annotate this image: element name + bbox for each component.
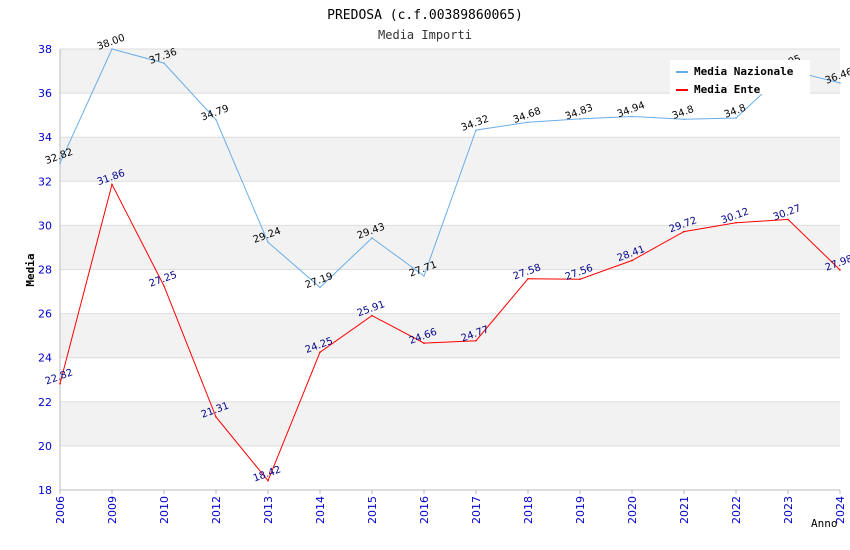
x-tick-label: 2010 — [158, 496, 171, 524]
data-point — [371, 237, 373, 239]
data-point — [111, 48, 113, 50]
x-tick-label: 2015 — [366, 496, 379, 524]
x-tick-label: 2020 — [626, 496, 639, 524]
data-point — [683, 230, 685, 233]
data-point — [787, 218, 789, 221]
y-tick-label: 34 — [38, 131, 52, 144]
x-tick-label: 2023 — [782, 496, 795, 524]
grid-lines — [59, 48, 840, 491]
data-point — [215, 416, 217, 418]
x-tick-label: 2024 — [834, 496, 847, 524]
grid-band — [60, 357, 840, 402]
grid-band — [60, 269, 840, 314]
x-tick-label: 2022 — [730, 496, 743, 524]
grid-band — [60, 225, 840, 270]
data-point — [839, 269, 841, 271]
data-point — [839, 82, 841, 84]
legend-box — [670, 60, 810, 94]
chart-legend: Media Nazionale Media Ente — [670, 60, 810, 96]
x-tick-label: 2013 — [262, 496, 275, 524]
data-point — [527, 121, 529, 124]
data-point — [163, 62, 165, 64]
x-axis-ticks: 2006 2009 2010 2012 2013 2014 2015 2016 2017 2018… — [54, 490, 847, 524]
grid-band — [60, 313, 840, 358]
chart-subtitle: Media Importi — [378, 28, 472, 42]
data-point — [475, 339, 477, 342]
data-point — [631, 115, 633, 118]
x-tick-label: 2009 — [106, 496, 119, 524]
data-point — [735, 117, 737, 119]
grid-band — [60, 445, 840, 490]
y-tick-label: 22 — [38, 396, 52, 409]
data-point — [527, 277, 529, 280]
data-point — [319, 351, 321, 353]
y-axis-label: Media — [24, 253, 37, 286]
data-point — [319, 286, 321, 289]
y-tick-label: 32 — [38, 175, 52, 188]
x-tick-label: 2014 — [314, 496, 327, 524]
x-tick-label: 2012 — [210, 496, 223, 524]
series-line-media-ente — [59, 183, 841, 482]
legend-label-media-nazionale: Media Nazionale — [694, 65, 794, 78]
x-tick-label: 2021 — [678, 496, 691, 524]
data-point — [215, 118, 217, 121]
x-axis-label: Anno — [811, 517, 838, 530]
y-tick-label: 30 — [38, 219, 52, 232]
y-tick-label: 26 — [38, 308, 52, 321]
data-point — [631, 259, 633, 262]
x-tick-label: 2017 — [470, 496, 483, 524]
data-point — [579, 278, 581, 281]
data-point — [475, 129, 477, 131]
grid-band — [60, 401, 840, 446]
x-tick-label: 2016 — [418, 496, 431, 524]
data-point — [423, 342, 425, 344]
data-point — [59, 162, 61, 165]
grid-band — [60, 137, 840, 182]
data-point — [423, 275, 425, 277]
y-tick-label: 20 — [38, 440, 52, 453]
grid-band — [60, 93, 840, 138]
data-point — [267, 241, 269, 243]
y-tick-label: 24 — [38, 352, 52, 365]
chart-title: PREDOSA (c.f.00389860065) — [327, 8, 523, 23]
series-lines — [59, 48, 841, 482]
data-point — [163, 285, 165, 287]
y-tick-label: 36 — [38, 87, 52, 100]
data-point — [579, 118, 581, 120]
data-point — [735, 221, 737, 224]
data-point — [267, 479, 269, 482]
data-point — [683, 118, 685, 121]
x-tick-label: 2006 — [54, 496, 67, 524]
x-tick-label: 2018 — [522, 496, 535, 524]
legend-label-media-ente: Media Ente — [694, 83, 761, 96]
y-tick-label: 38 — [38, 43, 52, 56]
data-point — [111, 183, 113, 186]
grid-bands — [60, 49, 840, 490]
y-tick-label: 18 — [38, 484, 52, 497]
y-axis-ticks: 18 20 22 24 26 28 30 32 34 36 38 — [38, 43, 52, 497]
data-point — [59, 382, 61, 385]
x-tick-label: 2019 — [574, 496, 587, 524]
data-point — [371, 314, 373, 317]
series-line-media-nazionale — [59, 48, 841, 289]
y-tick-label: 28 — [38, 264, 52, 277]
